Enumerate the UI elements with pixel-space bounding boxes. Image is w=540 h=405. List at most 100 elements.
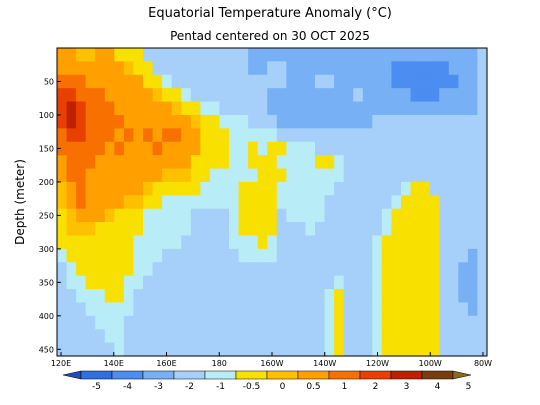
heatmap-cell bbox=[133, 168, 144, 183]
heatmap-cell bbox=[162, 235, 173, 250]
heatmap-cell bbox=[410, 262, 421, 277]
heatmap-cell bbox=[477, 88, 488, 103]
heatmap-cell bbox=[362, 262, 373, 277]
heatmap-cell bbox=[362, 155, 373, 170]
heatmap-cell bbox=[248, 48, 259, 62]
heatmap-cell bbox=[295, 168, 307, 183]
heatmap-cell bbox=[420, 302, 431, 317]
heatmap-cell bbox=[315, 61, 326, 76]
heatmap-cell bbox=[143, 48, 154, 62]
y-ticks: 50 100 150 200 250 300 350 400 450 bbox=[39, 77, 61, 354]
heatmap-cell bbox=[152, 155, 163, 170]
heatmap-cell bbox=[95, 155, 106, 170]
heatmap-cell bbox=[305, 128, 316, 143]
heatmap-cell bbox=[181, 289, 192, 304]
heatmap-cell bbox=[448, 222, 459, 237]
x-tick-label: 120E bbox=[51, 359, 71, 368]
heatmap-cell bbox=[190, 181, 201, 196]
heatmap-cell bbox=[200, 235, 211, 250]
heatmap-cell bbox=[171, 61, 182, 76]
heatmap-cell bbox=[276, 248, 287, 263]
heatmap-cell bbox=[85, 315, 96, 330]
heatmap-cell bbox=[315, 155, 326, 170]
heatmap-cell bbox=[238, 248, 249, 263]
heatmap-cell bbox=[381, 88, 393, 103]
heatmap-cell bbox=[391, 262, 402, 277]
heatmap-cell bbox=[85, 262, 96, 277]
heatmap-cell bbox=[76, 74, 87, 89]
heatmap-cell bbox=[343, 289, 354, 304]
heatmap-cell bbox=[238, 128, 249, 143]
heatmap-cell bbox=[200, 329, 211, 344]
heatmap-cell bbox=[458, 101, 469, 116]
heatmap-cell bbox=[295, 235, 307, 250]
heatmap-cell bbox=[162, 128, 173, 143]
heatmap-cell bbox=[190, 48, 201, 62]
heatmap-cell bbox=[315, 208, 326, 223]
heatmap-cell bbox=[219, 181, 230, 196]
heatmap-cell bbox=[152, 302, 163, 317]
heatmap-cell bbox=[133, 114, 144, 129]
heatmap-cell bbox=[324, 181, 335, 196]
heatmap-cell bbox=[248, 248, 259, 263]
heatmap-cell bbox=[104, 222, 115, 237]
heatmap-cell bbox=[448, 74, 459, 89]
heatmap-cell bbox=[343, 208, 354, 223]
heatmap-cell bbox=[209, 141, 221, 156]
heatmap-cell bbox=[76, 155, 87, 170]
heatmap-cell bbox=[200, 141, 211, 156]
heatmap-cell bbox=[343, 168, 354, 183]
heatmap-cell bbox=[85, 195, 96, 210]
heatmap-cell bbox=[133, 208, 144, 223]
x-tick-label: 80W bbox=[474, 359, 492, 368]
heatmap-cell bbox=[286, 329, 297, 344]
heatmap-cell bbox=[85, 222, 96, 237]
x-tick-label: 140W bbox=[313, 359, 336, 368]
heatmap-cell bbox=[353, 235, 364, 250]
heatmap-cell bbox=[439, 88, 450, 103]
heatmap-cell bbox=[467, 195, 479, 210]
heatmap-cell bbox=[362, 61, 373, 76]
heatmap-cell bbox=[171, 168, 182, 183]
heatmap-cell bbox=[143, 275, 154, 290]
heatmap-cell bbox=[85, 181, 96, 196]
heatmap-cell bbox=[295, 155, 307, 170]
colorbar-segment bbox=[421, 370, 454, 380]
heatmap-cell bbox=[114, 208, 125, 223]
heatmap-cell bbox=[334, 329, 345, 344]
heatmap-cell bbox=[76, 168, 87, 183]
heatmap-cell bbox=[143, 222, 154, 237]
heatmap-cell bbox=[315, 114, 326, 129]
heatmap-cell bbox=[152, 235, 163, 250]
colorbar-label: 4 bbox=[435, 382, 441, 392]
heatmap-cell bbox=[458, 302, 469, 317]
colorbar: -5 -4 -3 -2 -1 -0.5 0 0.5 1 2 3 4 5 bbox=[62, 370, 471, 392]
heatmap-cell bbox=[162, 61, 173, 76]
heatmap-cell bbox=[248, 208, 259, 223]
heatmap-cell bbox=[410, 181, 421, 196]
heatmap-cell bbox=[152, 195, 163, 210]
heatmap-cell bbox=[257, 342, 268, 357]
heatmap-cell bbox=[458, 222, 469, 237]
heatmap-cell bbox=[458, 128, 469, 143]
heatmap-cell bbox=[410, 289, 421, 304]
heatmap-cell bbox=[238, 48, 249, 62]
heatmap-cell bbox=[362, 48, 373, 62]
heatmap-cell bbox=[410, 155, 421, 170]
heatmap-cell bbox=[401, 155, 412, 170]
heatmap-cell bbox=[143, 342, 154, 357]
heatmap-cell bbox=[190, 329, 201, 344]
heatmap-cell bbox=[391, 235, 402, 250]
heatmap-cell bbox=[324, 302, 335, 317]
heatmap-cell bbox=[219, 315, 230, 330]
heatmap-cell bbox=[458, 168, 469, 183]
heatmap-cell bbox=[372, 302, 383, 317]
heatmap-cell bbox=[267, 302, 278, 317]
heatmap-cell bbox=[477, 61, 488, 76]
heatmap-cell bbox=[95, 61, 106, 76]
heatmap-cell bbox=[162, 168, 173, 183]
heatmap-cell bbox=[85, 48, 96, 62]
heatmap-cell bbox=[209, 222, 221, 237]
colorbar-label: -3 bbox=[154, 382, 163, 392]
